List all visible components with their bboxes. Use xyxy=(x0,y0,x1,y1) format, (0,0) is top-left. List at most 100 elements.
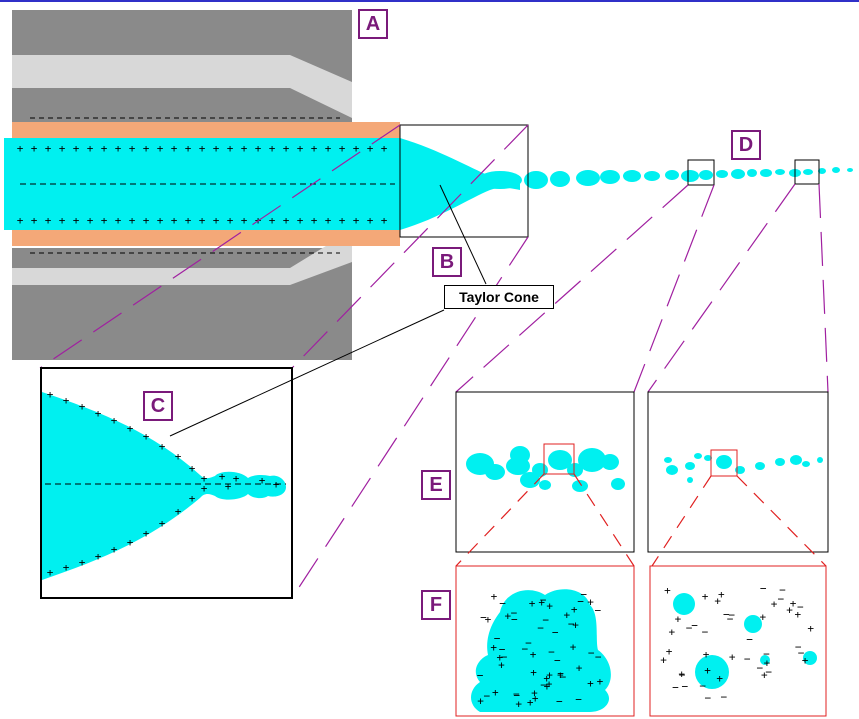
charge-plus: + xyxy=(157,214,164,227)
charge-minus: − xyxy=(779,583,786,596)
charge-plus: + xyxy=(143,214,150,227)
jet-droplet xyxy=(576,170,600,186)
charge-plus: + xyxy=(269,142,276,155)
charge-minus: − xyxy=(580,588,587,601)
charge-plus: + xyxy=(515,697,522,710)
panel-e-red-box-left xyxy=(543,443,575,475)
panel-e-droplet xyxy=(664,457,672,463)
charge-plus: + xyxy=(668,626,675,639)
charge-minus: − xyxy=(480,611,487,624)
charge-plus: + xyxy=(127,536,134,549)
charge-plus: + xyxy=(497,651,504,664)
charge-minus: − xyxy=(522,643,529,656)
charge-minus: − xyxy=(756,662,763,675)
charge-minus: − xyxy=(577,595,584,608)
charge-minus: − xyxy=(727,612,734,625)
charge-plus: + xyxy=(807,622,814,635)
charge-minus: − xyxy=(557,667,564,680)
charge-plus: + xyxy=(225,480,232,493)
charge-plus: + xyxy=(381,142,388,155)
jet-droplet xyxy=(550,171,570,187)
charge-plus: + xyxy=(505,610,512,623)
charge-plus: + xyxy=(703,648,710,661)
panel-e-droplet xyxy=(532,463,548,477)
charge-minus: − xyxy=(778,592,785,605)
label-d: D xyxy=(731,130,761,160)
panel-e-droplet xyxy=(755,462,765,470)
charge-plus: + xyxy=(95,550,102,563)
charge-plus: + xyxy=(764,657,771,670)
jet-droplet xyxy=(665,170,679,180)
jet-droplet xyxy=(716,170,728,178)
charge-plus: + xyxy=(381,214,388,227)
charge-minus: − xyxy=(568,617,575,630)
label-a: A xyxy=(358,9,388,39)
charge-minus: − xyxy=(699,679,706,692)
charge-plus: + xyxy=(115,214,122,227)
charge-plus: + xyxy=(530,666,537,679)
charge-plus: + xyxy=(795,608,802,621)
charge-minus: − xyxy=(494,632,501,645)
taylor-cone-shape xyxy=(400,138,520,230)
charge-plus: + xyxy=(664,584,671,597)
charge-plus: + xyxy=(761,668,768,681)
jet-droplet xyxy=(623,170,641,182)
jet-droplet xyxy=(681,170,699,182)
charge-plus: + xyxy=(129,214,136,227)
charge-plus: + xyxy=(660,654,667,667)
charge-plus: + xyxy=(492,686,499,699)
charge-plus: + xyxy=(45,214,52,227)
charge-plus: + xyxy=(47,388,54,401)
charge-plus: + xyxy=(283,214,290,227)
charge-plus: + xyxy=(127,422,134,435)
taylor-cone-callout: Taylor Cone xyxy=(444,285,554,309)
charge-plus: + xyxy=(45,142,52,155)
charge-plus: + xyxy=(95,407,102,420)
charge-minus: − xyxy=(556,695,563,708)
charge-plus: + xyxy=(576,662,583,675)
panel-e-droplet xyxy=(817,457,823,463)
charge-minus: − xyxy=(594,604,601,617)
label-f: F xyxy=(421,590,451,620)
panel-f-charges: −+−+−+−+−+−+−+− + −+−+−+−+−+−+−+−+−+−+−+−+… xyxy=(477,582,815,710)
panel-e-droplet xyxy=(506,457,530,475)
charge-plus: + xyxy=(678,668,685,681)
charge-plus: + xyxy=(201,482,208,495)
charge-plus: + xyxy=(570,641,577,654)
charge-plus: + xyxy=(714,595,721,608)
charge-plus: + xyxy=(159,517,166,530)
charge-plus: + xyxy=(311,214,318,227)
charge-plus: + xyxy=(587,595,594,608)
panel-e-droplet xyxy=(666,465,678,475)
charge-plus: + xyxy=(485,613,492,626)
jet-droplet xyxy=(699,170,713,180)
callout-leader-b xyxy=(439,184,487,285)
charge-plus: + xyxy=(675,613,682,626)
charge-minus: − xyxy=(548,645,555,658)
zoom-guide-lines-red xyxy=(455,473,827,567)
jet-droplet xyxy=(760,169,772,177)
fluid-column xyxy=(4,138,400,230)
panel-e-droplet xyxy=(790,455,802,465)
charge-minus: − xyxy=(501,651,508,664)
charge-plus: + xyxy=(571,603,578,616)
charge-plus: + xyxy=(233,472,240,485)
charge-plus: + xyxy=(79,556,86,569)
charge-plus: + xyxy=(259,474,266,487)
charge-minus: − xyxy=(575,693,582,706)
panel-e-droplet xyxy=(548,450,572,470)
charge-minus: − xyxy=(542,613,549,626)
jet-droplet xyxy=(747,169,757,177)
charge-minus: − xyxy=(760,582,767,595)
charge-plus: + xyxy=(572,619,579,632)
charge-plus: + xyxy=(702,590,709,603)
charge-plus: + xyxy=(544,680,551,693)
charge-minus: − xyxy=(704,692,711,705)
charge-plus: + xyxy=(175,450,182,463)
charge-minus: − xyxy=(554,654,561,667)
jet-droplet xyxy=(832,167,840,173)
jet-droplet xyxy=(644,171,660,181)
charge-minus: − xyxy=(795,640,802,653)
charge-plus: + xyxy=(185,142,192,155)
charge-plus: + xyxy=(790,597,797,610)
